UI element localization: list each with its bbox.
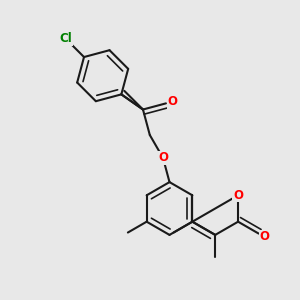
- Text: O: O: [233, 189, 243, 202]
- Text: O: O: [158, 152, 168, 164]
- Text: O: O: [167, 95, 177, 108]
- Text: Cl: Cl: [59, 32, 72, 45]
- Text: O: O: [260, 230, 269, 243]
